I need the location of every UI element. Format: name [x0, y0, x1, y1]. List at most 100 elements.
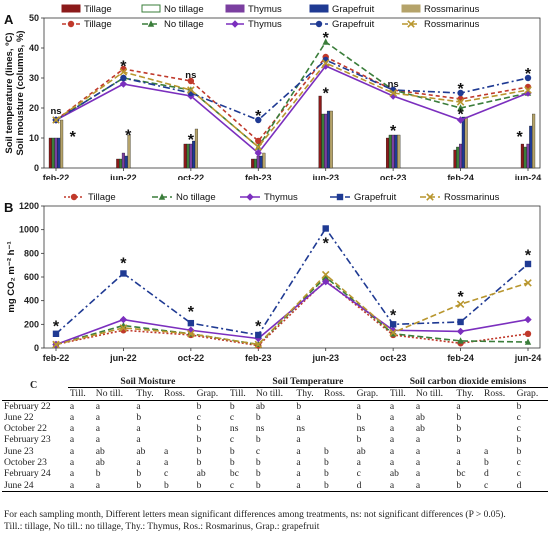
table-column-label: No till. — [413, 387, 455, 401]
y-tick-label: 1200 — [19, 201, 39, 211]
legend-entry: Grapefruit — [332, 19, 375, 30]
table-cell: a — [415, 400, 421, 412]
table-group-header: Soil Moisture Soil Temperature Soil carbon… — [2, 376, 548, 389]
table-row: June 22 a a b c c b a b a ab b c — [2, 412, 548, 423]
bar — [526, 143, 530, 169]
table-column-label: Till. — [67, 387, 94, 401]
annotation: * — [525, 66, 532, 83]
legend-entry: Rossmarinus — [444, 192, 500, 203]
annotation: * — [457, 81, 464, 98]
bar — [57, 137, 61, 169]
table-cell: c — [516, 457, 521, 469]
table-cell: c — [516, 411, 521, 423]
x-tick-label: oct-22 — [178, 353, 205, 363]
table-cell: bc — [229, 468, 239, 480]
y-axis-label: mg CO₂ m⁻² h⁻¹ — [6, 241, 17, 312]
table-row-label: June 23 — [4, 445, 34, 457]
table-cell: a — [456, 457, 461, 469]
panel-b-point — [322, 273, 329, 280]
table-cell: a — [389, 457, 395, 469]
annotation: * — [188, 304, 195, 321]
panel-a-point — [321, 59, 330, 67]
table-row: February 23 a a a b c b a b a a b b — [2, 434, 548, 445]
table-cell: ab — [415, 411, 425, 423]
table-cell: ns — [255, 423, 265, 435]
panel-a-point — [119, 68, 128, 76]
annotation: * — [120, 59, 127, 76]
x-tick-label: jun-22 — [109, 173, 137, 180]
table-corner — [2, 376, 68, 388]
table-cell: b — [456, 423, 462, 435]
bar — [124, 155, 128, 169]
table-cell: a — [415, 457, 421, 469]
table-cell: b — [229, 445, 235, 457]
bar — [520, 143, 524, 169]
bar — [48, 137, 52, 169]
annotation: * — [70, 129, 77, 146]
table-cell — [482, 400, 515, 412]
bar — [523, 146, 527, 169]
panel-b-point — [52, 340, 60, 349]
x-tick-label: jun-24 — [514, 173, 542, 180]
annotation: * — [390, 308, 397, 325]
table-row-label: June 22 — [4, 411, 34, 423]
bar — [60, 119, 64, 169]
bar — [459, 143, 463, 169]
table-cell: a — [136, 400, 141, 412]
table-cell: bc — [456, 468, 466, 480]
panel-a-point — [254, 149, 262, 157]
table-cell: c — [229, 479, 235, 491]
table-cell: b — [196, 479, 202, 491]
annotation: * — [53, 318, 60, 335]
panel-b-point — [524, 330, 532, 337]
panel-b-point — [119, 324, 128, 332]
table-cell: b — [456, 479, 462, 491]
legend-marker — [231, 20, 239, 28]
table-cell: a — [356, 400, 361, 412]
table-cell: ab — [95, 445, 105, 457]
panel-a-point — [119, 80, 128, 88]
table-cell: a — [415, 468, 421, 480]
x-tick-label: feb-22 — [43, 173, 70, 180]
table-cell: b — [136, 411, 142, 423]
table-cell — [482, 423, 515, 434]
table-column-label: Ross. — [322, 387, 355, 401]
table-cell: a — [164, 457, 169, 469]
x-tick-label: jun-24 — [514, 353, 542, 363]
table-cell — [482, 412, 515, 423]
x-tick-label: feb-24 — [447, 173, 474, 180]
table-cell: a — [95, 423, 101, 435]
table-group-title: Soil Moisture — [67, 376, 228, 389]
table-cell: b — [456, 434, 462, 446]
table-cell: b — [356, 411, 362, 423]
table-cell: a — [69, 457, 75, 469]
panel-c-label: C — [30, 380, 38, 391]
annotation: ns — [185, 70, 196, 81]
legend-entry: No tillage — [164, 4, 204, 15]
table-corner — [2, 387, 68, 401]
plot-area — [43, 17, 541, 169]
panel-b-point — [456, 327, 465, 336]
table-cell: b — [255, 434, 261, 446]
table-cell: a — [136, 457, 141, 469]
table-column-label: Thy. — [294, 387, 323, 401]
table-cell: c — [229, 411, 235, 423]
legend-entry: Rossmarinus — [424, 4, 480, 15]
table-cell: b — [456, 411, 462, 423]
table-row-label: October 23 — [4, 457, 47, 469]
annotation: * — [390, 123, 397, 140]
legend-entry: Thymus — [264, 192, 298, 203]
panel-b-point — [120, 270, 127, 277]
bar — [119, 158, 123, 169]
bar — [194, 128, 199, 169]
table-column-label: Grap. — [194, 387, 228, 401]
table-cell: d — [356, 479, 362, 491]
bar — [251, 158, 255, 169]
table-cell: ab — [196, 468, 206, 480]
legend-swatch — [401, 4, 421, 13]
table-cell: b — [356, 434, 362, 446]
table-cell: a — [296, 445, 301, 457]
table-row: October 23 a ab a a b b b a b a a a a b c — [2, 457, 548, 468]
table-cell: a — [389, 423, 395, 435]
y-tick-label: 200 — [24, 319, 39, 329]
